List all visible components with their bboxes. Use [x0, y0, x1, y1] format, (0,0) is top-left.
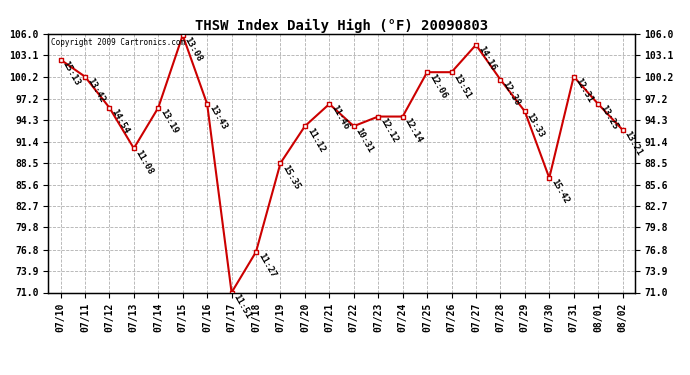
Title: THSW Index Daily High (°F) 20090803: THSW Index Daily High (°F) 20090803: [195, 18, 488, 33]
Text: 11:12: 11:12: [305, 126, 326, 154]
Point: [446, 69, 457, 75]
Point: [568, 74, 579, 80]
Text: 13:42: 13:42: [85, 76, 106, 104]
Point: [495, 76, 506, 82]
Text: 13:43: 13:43: [207, 104, 228, 132]
Point: [104, 105, 115, 111]
Text: 15:13: 15:13: [61, 60, 81, 87]
Point: [422, 69, 433, 75]
Point: [177, 32, 188, 38]
Point: [617, 127, 628, 133]
Text: 11:08: 11:08: [134, 148, 155, 176]
Text: 13:21: 13:21: [622, 130, 644, 158]
Point: [471, 42, 482, 48]
Text: 15:35: 15:35: [280, 163, 302, 191]
Point: [324, 101, 335, 107]
Point: [201, 101, 213, 107]
Text: 12:12: 12:12: [378, 117, 400, 144]
Text: 10:31: 10:31: [354, 126, 375, 154]
Point: [397, 114, 408, 120]
Point: [226, 290, 237, 296]
Text: 11:27: 11:27: [256, 252, 277, 280]
Text: 13:51: 13:51: [451, 72, 473, 100]
Point: [275, 160, 286, 166]
Text: 12:38: 12:38: [500, 80, 522, 107]
Text: 11:46: 11:46: [329, 104, 351, 132]
Point: [55, 57, 66, 63]
Point: [544, 175, 555, 181]
Text: 13:08: 13:08: [183, 35, 204, 63]
Point: [299, 123, 310, 129]
Text: 12:06: 12:06: [427, 72, 449, 100]
Text: 12:14: 12:14: [403, 117, 424, 144]
Text: 13:25: 13:25: [598, 104, 620, 132]
Text: 13:19: 13:19: [158, 108, 179, 135]
Point: [373, 114, 384, 120]
Text: 15:42: 15:42: [549, 178, 571, 206]
Text: 14:16: 14:16: [476, 45, 497, 73]
Text: 13:33: 13:33: [525, 111, 546, 139]
Point: [520, 108, 531, 114]
Point: [348, 123, 359, 129]
Point: [152, 105, 164, 111]
Text: Copyright 2009 Cartronics.com: Copyright 2009 Cartronics.com: [51, 38, 186, 46]
Point: [128, 146, 139, 152]
Text: 12:31: 12:31: [573, 76, 595, 104]
Point: [79, 74, 90, 80]
Text: 14:54: 14:54: [110, 108, 130, 135]
Point: [250, 249, 262, 255]
Point: [593, 101, 604, 107]
Text: 11:51: 11:51: [232, 292, 253, 320]
